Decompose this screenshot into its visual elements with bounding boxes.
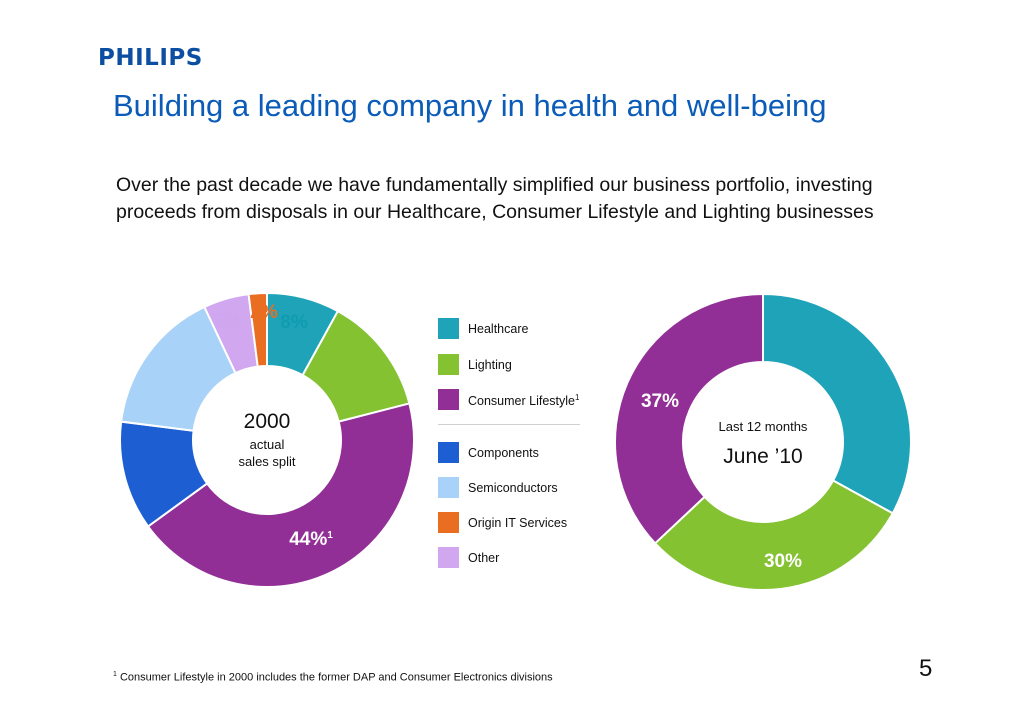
legend-item-consumer-lifestyle: Consumer Lifestyle1	[438, 389, 618, 413]
legend-swatch	[438, 512, 459, 533]
slice-consumer-lifestyle	[146, 402, 415, 588]
legend-label: Healthcare	[468, 322, 529, 336]
slice-label-semiconductors: 16%	[154, 362, 192, 383]
donut-center-subtitle: actual	[250, 437, 285, 452]
intro-text: Over the past decade we have fundamental…	[116, 174, 874, 223]
legend-item-other: Other	[438, 547, 618, 571]
legend-swatch	[438, 442, 459, 463]
slide-title: Building a leading company in health and…	[113, 88, 827, 123]
donut-chart-1: 8% 13% 44%1 12% 16% 5% 2% 2000 actual sales split	[119, 291, 415, 588]
slice-label-components: 12%	[143, 460, 181, 481]
legend-label: Origin IT Services	[468, 516, 568, 530]
slice-label-consumer-lifestyle: 37%	[641, 391, 679, 412]
legend-label: Semiconductors	[468, 481, 558, 495]
slice-label-lighting: 13%	[341, 362, 379, 383]
footnote-text: Consumer Lifestyle in 2000 includes the …	[119, 671, 553, 684]
philips-logo: PHILIPS	[98, 45, 203, 71]
legend-label: Components	[468, 446, 539, 460]
slice-label-lighting: 30%	[764, 551, 802, 572]
legend-divider	[438, 424, 580, 425]
donut-chart-2: 33% 30% 37% June ’10 Last 12 months	[614, 292, 912, 591]
slice-lighting	[653, 479, 895, 591]
legend-item-components: Components	[438, 442, 618, 466]
legend-swatch	[438, 547, 459, 568]
legend-item-lighting: Lighting	[438, 354, 618, 378]
legend-swatch	[438, 354, 459, 375]
donut-center-title: June ’10	[723, 445, 802, 468]
legend-label: Lighting	[468, 358, 512, 372]
footnote-marker: 1	[113, 671, 117, 678]
legend-swatch	[438, 477, 459, 498]
legend-label: Other	[468, 551, 500, 565]
slice-label-other: 5%	[214, 311, 242, 332]
footnote: 1 Consumer Lifestyle in 2000 includes th…	[113, 671, 553, 684]
legend-item-healthcare: Healthcare	[438, 318, 618, 342]
legend-swatch	[438, 318, 459, 339]
donut-center-subtitle: Last 12 months	[719, 419, 808, 434]
page-number: 5	[919, 655, 933, 682]
slice-label-consumer-lifestyle: 44%1	[289, 529, 333, 550]
legend-item-origin-it: Origin IT Services	[438, 512, 618, 536]
donut-center-title: 2000	[244, 410, 291, 433]
legend-swatch	[438, 389, 459, 410]
slice-label-origin-it: 2%	[250, 302, 278, 323]
slice-healthcare	[762, 292, 912, 515]
donut-center-subtitle: sales split	[238, 454, 295, 469]
legend-label: Consumer Lifestyle1	[468, 393, 580, 409]
slice-origin-it	[247, 291, 268, 368]
slice-label-healthcare: 33%	[841, 381, 881, 403]
slice-consumer-lifestyle	[614, 292, 764, 545]
legend-item-semiconductors: Semiconductors	[438, 477, 618, 501]
slice-label-healthcare: 8%	[280, 312, 308, 333]
